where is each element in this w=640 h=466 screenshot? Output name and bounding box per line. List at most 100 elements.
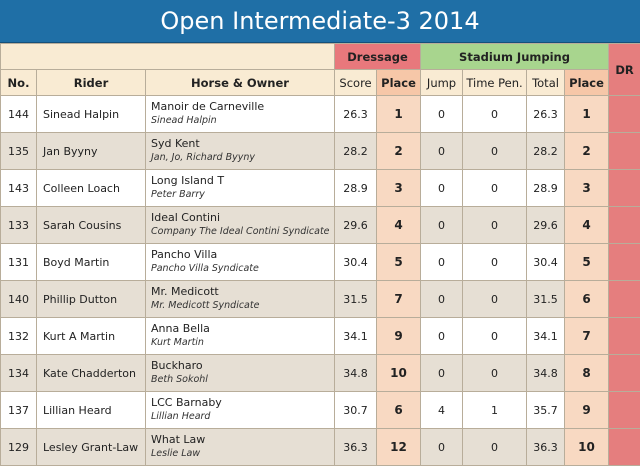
dressage-place: 6: [377, 392, 421, 429]
no-column-header: No.: [1, 70, 37, 96]
entry-number: 144: [1, 96, 37, 133]
time-penalty: 0: [463, 318, 527, 355]
jump-penalty: 0: [421, 170, 463, 207]
horse-name: Syd Kent: [151, 137, 200, 150]
dressage-group-header: Dressage: [335, 44, 421, 70]
total-score: 35.7: [527, 392, 565, 429]
entry-number: 137: [1, 392, 37, 429]
dressage-score: 31.5: [335, 281, 377, 318]
dressage-place: 1: [377, 96, 421, 133]
dressage-score: 28.9: [335, 170, 377, 207]
rider-name: Sinead Halpin: [37, 96, 146, 133]
rider-column-header: Rider: [37, 70, 146, 96]
rider-name: Lesley Grant-Law: [37, 429, 146, 466]
dressage-score: 34.1: [335, 318, 377, 355]
total-score: 34.8: [527, 355, 565, 392]
dr-cell: [609, 392, 640, 429]
entry-number: 131: [1, 244, 37, 281]
dressage-score: 29.6: [335, 207, 377, 244]
dressage-place: 9: [377, 318, 421, 355]
owner-name: Sinead Halpin: [151, 114, 334, 128]
owner-name: Beth Sokohl: [151, 373, 334, 387]
stadium-place: 4: [565, 207, 609, 244]
dr-cell: [609, 318, 640, 355]
jump-penalty: 0: [421, 96, 463, 133]
jump-penalty: 0: [421, 133, 463, 170]
rider-name: Kate Chadderton: [37, 355, 146, 392]
total-score: 34.1: [527, 318, 565, 355]
total-score: 26.3: [527, 96, 565, 133]
time-penalty: 0: [463, 281, 527, 318]
jump-penalty: 0: [421, 207, 463, 244]
time-penalty: 0: [463, 207, 527, 244]
dressage-place: 4: [377, 207, 421, 244]
dr-column-header: DR: [609, 44, 640, 96]
stadium-place: 1: [565, 96, 609, 133]
rider-name: Jan Byyny: [37, 133, 146, 170]
dressage-score: 34.8: [335, 355, 377, 392]
owner-name: Company The Ideal Contini Syndicate: [151, 225, 334, 239]
stadium-place: 2: [565, 133, 609, 170]
stadium-place: 5: [565, 244, 609, 281]
time-penalty: 0: [463, 170, 527, 207]
horse-name: Mr. Medicott: [151, 285, 219, 298]
owner-name: Lillian Heard: [151, 410, 334, 424]
jump-penalty: 0: [421, 429, 463, 466]
dr-cell: [609, 96, 640, 133]
entry-number: 133: [1, 207, 37, 244]
horse-name: Long Island T: [151, 174, 224, 187]
rider-name: Sarah Cousins: [37, 207, 146, 244]
total-score: 28.9: [527, 170, 565, 207]
dressage-place: 10: [377, 355, 421, 392]
horse-name: Manoir de Carneville: [151, 100, 264, 113]
stadium-place: 10: [565, 429, 609, 466]
total-score: 29.6: [527, 207, 565, 244]
stadium-place: 9: [565, 392, 609, 429]
stadium-place: 8: [565, 355, 609, 392]
score-column-header: Score: [335, 70, 377, 96]
stadium-place: 6: [565, 281, 609, 318]
jump-penalty: 0: [421, 355, 463, 392]
dr-cell: [609, 133, 640, 170]
total-score: 30.4: [527, 244, 565, 281]
total-score: 36.3: [527, 429, 565, 466]
dressage-score: 36.3: [335, 429, 377, 466]
stadium-place: 7: [565, 318, 609, 355]
rider-name: Phillip Dutton: [37, 281, 146, 318]
entry-number: 143: [1, 170, 37, 207]
dressage-place-column-header: Place: [377, 70, 421, 96]
results-table: Dressage Stadium Jumping DR No. Rider Ho…: [0, 43, 640, 466]
blank-group-cell: [1, 44, 335, 70]
dressage-score: 28.2: [335, 133, 377, 170]
entry-number: 129: [1, 429, 37, 466]
dressage-place: 12: [377, 429, 421, 466]
jump-penalty: 0: [421, 244, 463, 281]
dressage-score: 26.3: [335, 96, 377, 133]
jump-penalty: 0: [421, 281, 463, 318]
time-penalty: 0: [463, 96, 527, 133]
jump-column-header: Jump: [421, 70, 463, 96]
group-header-row: Dressage Stadium Jumping DR: [1, 44, 640, 70]
time-penalty: 0: [463, 244, 527, 281]
time-penalty: 0: [463, 429, 527, 466]
owner-name: Kurt Martin: [151, 336, 334, 350]
time-penalty: 0: [463, 133, 527, 170]
jump-penalty: 0: [421, 318, 463, 355]
stadium-place: 3: [565, 170, 609, 207]
stadium-group-header: Stadium Jumping: [421, 44, 609, 70]
